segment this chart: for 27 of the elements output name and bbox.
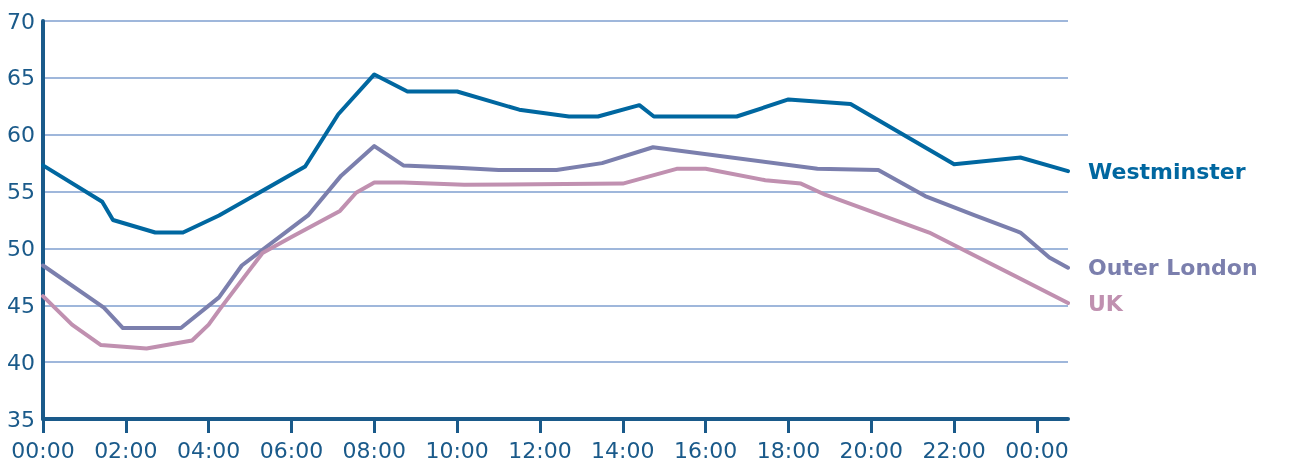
series-label: Outer London [1088, 255, 1258, 281]
line-series [41, 144, 1070, 331]
x-tick-label: 10:00 [425, 437, 489, 463]
y-tick-label: 55 [7, 179, 35, 205]
x-tick-label: 04:00 [176, 437, 241, 463]
y-tick-label: 60 [7, 122, 35, 148]
x-tick-label: 00:00 [1005, 437, 1069, 463]
series-label: UK [1088, 290, 1124, 316]
x-tick-label: 12:00 [508, 437, 572, 463]
x-tick-label: 08:00 [342, 437, 407, 463]
x-tick-label: 14:00 [591, 437, 655, 463]
line-series [41, 72, 1070, 235]
y-tick-label: 35 [7, 406, 35, 432]
y-tick-label: 45 [7, 292, 35, 318]
x-tick-label: 22:00 [922, 437, 986, 463]
y-tick-label: 40 [7, 349, 35, 375]
x-tick-label: 18:00 [756, 437, 821, 463]
x-tick-label: 00:00 [11, 437, 75, 463]
line-series [41, 166, 1070, 351]
x-tick-label: 16:00 [673, 437, 738, 463]
x-tick-label: 20:00 [839, 437, 903, 463]
y-tick-label: 50 [7, 235, 35, 261]
y-tick-label: 70 [7, 8, 35, 34]
x-tick-label: 02:00 [94, 437, 158, 463]
y-tick-label: 65 [7, 65, 35, 91]
x-tick-label: 06:00 [259, 437, 324, 463]
series-label: Westminster [1088, 158, 1246, 184]
